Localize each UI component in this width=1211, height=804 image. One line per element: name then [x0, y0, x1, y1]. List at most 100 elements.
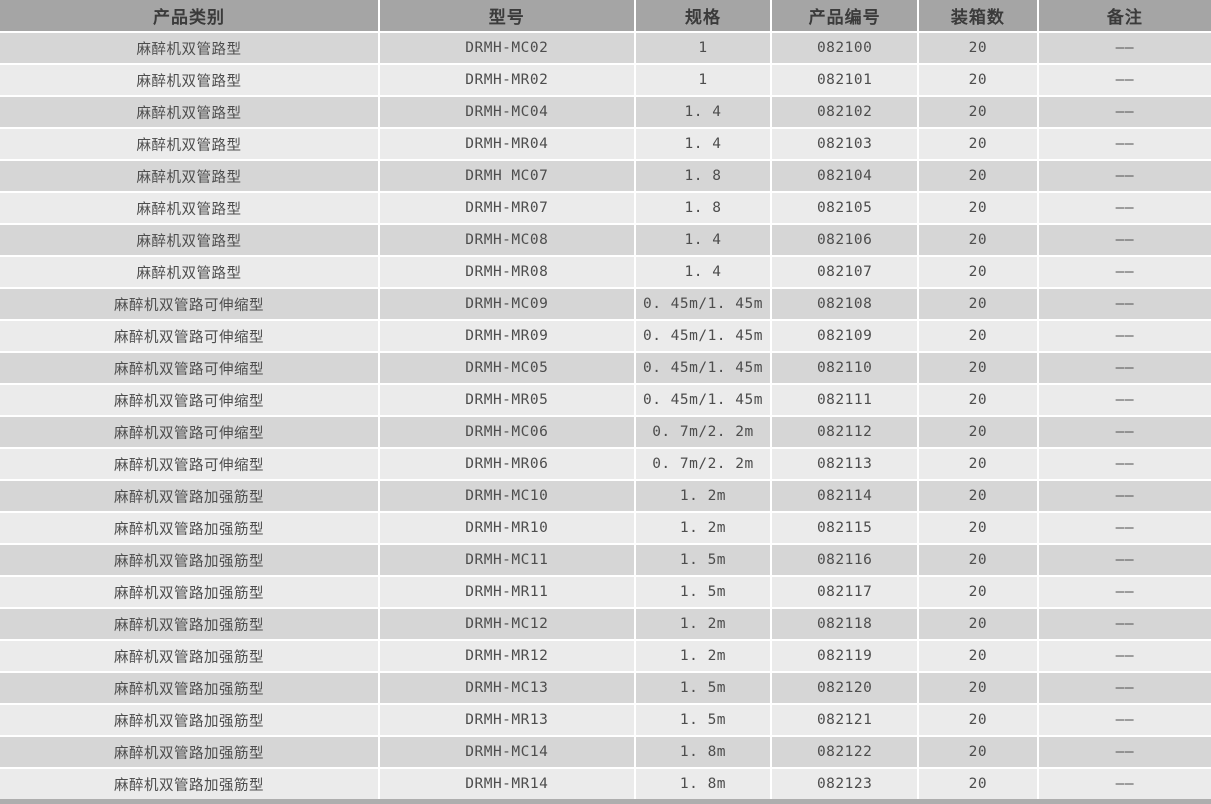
header-cell-product-code: 产品编号 [770, 0, 919, 33]
cell-remark: —— [1036, 191, 1211, 225]
table-row: 麻醉机双管路加强筋型 DRMH-MC10 1. 2m 082114 20 —— [0, 479, 1211, 513]
cell-product_code: 082110 [770, 351, 919, 385]
cell-product_code: 082119 [770, 639, 919, 673]
table-row: 麻醉机双管路型 DRMH MC07 1. 8 082104 20 —— [0, 159, 1211, 193]
cell-spec: 1 [633, 63, 773, 97]
table-row: 麻醉机双管路加强筋型 DRMH-MC13 1. 5m 082120 20 —— [0, 671, 1211, 705]
cell-model: DRMH-MR08 [378, 255, 636, 289]
cell-spec: 1. 4 [633, 255, 773, 289]
cell-product_code: 082113 [770, 447, 919, 481]
cell-model: DRMH-MC06 [378, 415, 636, 449]
cell-category: 麻醉机双管路加强筋型 [0, 511, 381, 545]
cell-category: 麻醉机双管路型 [0, 31, 381, 65]
cell-category: 麻醉机双管路可伸缩型 [0, 351, 381, 385]
cell-spec: 1. 5m [633, 575, 773, 609]
cell-product_code: 082100 [770, 31, 919, 65]
cell-category: 麻醉机双管路加强筋型 [0, 767, 381, 801]
cell-pack_qty: 20 [916, 735, 1039, 769]
cell-pack_qty: 20 [916, 575, 1039, 609]
header-cell-pack-qty: 装箱数 [916, 0, 1039, 33]
cell-pack_qty: 20 [916, 671, 1039, 705]
header-cell-model: 型号 [378, 0, 636, 33]
cell-remark: —— [1036, 383, 1211, 417]
table-row: 麻醉机双管路可伸缩型 DRMH-MR05 0. 45m/1. 45m 082111 20… [0, 383, 1211, 417]
cell-category: 麻醉机双管路加强筋型 [0, 703, 381, 737]
table-row: 麻醉机双管路可伸缩型 DRMH-MC05 0. 45m/1. 45m 082110 20… [0, 351, 1211, 385]
cell-spec: 1. 2m [633, 479, 773, 513]
cell-pack_qty: 20 [916, 223, 1039, 257]
cell-remark: —— [1036, 607, 1211, 641]
cell-product_code: 082111 [770, 383, 919, 417]
cell-product_code: 082112 [770, 415, 919, 449]
cell-pack_qty: 20 [916, 543, 1039, 577]
cell-model: DRMH-MC13 [378, 671, 636, 705]
cell-category: 麻醉机双管路加强筋型 [0, 639, 381, 673]
table-row: 麻醉机双管路可伸缩型 DRMH-MR09 0. 45m/1. 45m 082109 20… [0, 319, 1211, 353]
cell-spec: 1. 8 [633, 159, 773, 193]
cell-category: 麻醉机双管路加强筋型 [0, 479, 381, 513]
cell-model: DRMH-MR12 [378, 639, 636, 673]
table-body: 麻醉机双管路型 DRMH-MC02 1 082100 20 —— 麻醉机双管路型 DRMH-M… [0, 31, 1211, 801]
cell-remark: —— [1036, 255, 1211, 289]
cell-remark: —— [1036, 671, 1211, 705]
cell-remark: —— [1036, 767, 1211, 801]
cell-remark: —— [1036, 63, 1211, 97]
cell-pack_qty: 20 [916, 31, 1039, 65]
cell-model: DRMH-MR10 [378, 511, 636, 545]
cell-spec: 1. 4 [633, 127, 773, 161]
cell-remark: —— [1036, 703, 1211, 737]
table-row: 麻醉机双管路可伸缩型 DRMH-MC06 0. 7m/2. 2m 082112 20 —— [0, 415, 1211, 449]
cell-spec: 1. 4 [633, 95, 773, 129]
cell-category: 麻醉机双管路型 [0, 255, 381, 289]
cell-remark: —— [1036, 319, 1211, 353]
table-row: 麻醉机双管路加强筋型 DRMH-MR10 1. 2m 082115 20 —— [0, 511, 1211, 545]
cell-model: DRMH-MC04 [378, 95, 636, 129]
cell-model: DRMH-MR14 [378, 767, 636, 801]
table-row: 麻醉机双管路型 DRMH-MR02 1 082101 20 —— [0, 63, 1211, 97]
cell-product_code: 082105 [770, 191, 919, 225]
cell-product_code: 082102 [770, 95, 919, 129]
cell-category: 麻醉机双管路可伸缩型 [0, 319, 381, 353]
cell-category: 麻醉机双管路型 [0, 223, 381, 257]
cell-pack_qty: 20 [916, 159, 1039, 193]
table-row: 麻醉机双管路型 DRMH-MR08 1. 4 082107 20 —— [0, 255, 1211, 289]
header-cell-category: 产品类别 [0, 0, 381, 33]
cell-product_code: 082116 [770, 543, 919, 577]
cell-spec: 0. 7m/2. 2m [633, 447, 773, 481]
cell-category: 麻醉机双管路可伸缩型 [0, 415, 381, 449]
cell-product_code: 082120 [770, 671, 919, 705]
cell-spec: 1. 5m [633, 543, 773, 577]
cell-remark: —— [1036, 95, 1211, 129]
cell-model: DRMH-MC05 [378, 351, 636, 385]
cell-category: 麻醉机双管路型 [0, 95, 381, 129]
cell-pack_qty: 20 [916, 511, 1039, 545]
cell-spec: 1. 2m [633, 511, 773, 545]
table-row: 麻醉机双管路加强筋型 DRMH-MR14 1. 8m 082123 20 —— [0, 767, 1211, 801]
cell-product_code: 082108 [770, 287, 919, 321]
cell-product_code: 082121 [770, 703, 919, 737]
cell-category: 麻醉机双管路可伸缩型 [0, 447, 381, 481]
cell-category: 麻醉机双管路可伸缩型 [0, 383, 381, 417]
cell-model: DRMH-MR09 [378, 319, 636, 353]
cell-category: 麻醉机双管路加强筋型 [0, 735, 381, 769]
cell-product_code: 082115 [770, 511, 919, 545]
cell-model: DRMH-MC08 [378, 223, 636, 257]
cell-remark: —— [1036, 127, 1211, 161]
cell-pack_qty: 20 [916, 63, 1039, 97]
cell-spec: 0. 45m/1. 45m [633, 319, 773, 353]
cell-spec: 1. 4 [633, 223, 773, 257]
cell-model: DRMH-MC11 [378, 543, 636, 577]
cell-spec: 1. 5m [633, 703, 773, 737]
cell-product_code: 082117 [770, 575, 919, 609]
cell-product_code: 082118 [770, 607, 919, 641]
cell-pack_qty: 20 [916, 607, 1039, 641]
cell-category: 麻醉机双管路型 [0, 191, 381, 225]
table-row: 麻醉机双管路型 DRMH-MR07 1. 8 082105 20 —— [0, 191, 1211, 225]
cell-spec: 1. 2m [633, 607, 773, 641]
table-row: 麻醉机双管路加强筋型 DRMH-MC14 1. 8m 082122 20 —— [0, 735, 1211, 769]
cell-spec: 0. 45m/1. 45m [633, 383, 773, 417]
cell-remark: —— [1036, 639, 1211, 673]
cell-remark: —— [1036, 351, 1211, 385]
cell-model: DRMH-MC10 [378, 479, 636, 513]
